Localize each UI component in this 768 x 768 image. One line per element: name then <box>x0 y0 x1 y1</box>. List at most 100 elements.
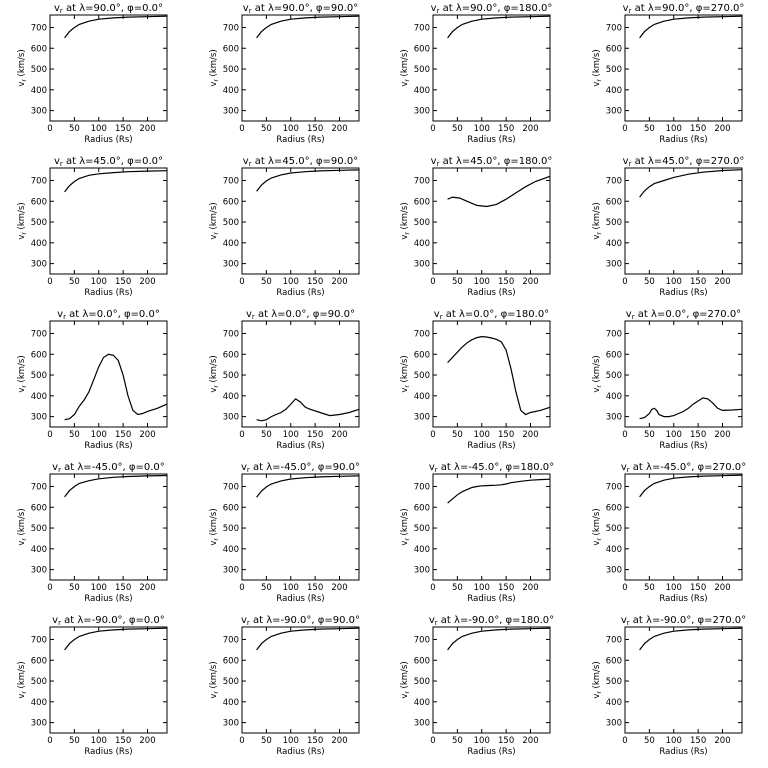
panel: vr at λ=45.0°, φ=0.0° 0 50 100 150 200 300 400 5… <box>17 156 168 298</box>
x-tick-label: 50 <box>452 736 463 746</box>
panel: vr at λ=90.0°, φ=270.0° 0 50 100 150 200 300 40… <box>592 3 744 145</box>
y-axis-label: vr (km/s) <box>400 49 411 86</box>
x-tick-label: 0 <box>239 736 244 746</box>
plot-frame <box>624 473 743 581</box>
x-tick-label: 100 <box>283 430 299 440</box>
y-tick-label: 700 <box>31 329 47 339</box>
x-tick-label: 50 <box>452 277 463 287</box>
x-tick-label: 150 <box>498 736 514 746</box>
x-tick-label: 50 <box>69 430 80 440</box>
x-tick-label: 200 <box>714 583 730 593</box>
panel-title: vr at λ=0.0°, φ=90.0° <box>246 309 355 321</box>
x-tick-label: 0 <box>622 583 627 593</box>
plot-frame <box>624 167 743 275</box>
panel: vr at λ=0.0°, φ=270.0° 0 50 100 150 200 300 400… <box>592 309 743 451</box>
plot-frame <box>49 320 168 428</box>
x-tick-label: 200 <box>522 430 538 440</box>
x-tick-label: 0 <box>622 124 627 134</box>
x-tick-label: 50 <box>644 124 655 134</box>
panel: vr at λ=45.0°, φ=180.0° 0 50 100 150 200 300 40… <box>400 156 552 298</box>
x-axis-label: Radius (Rs) <box>84 441 132 451</box>
x-tick-label: 200 <box>331 277 347 287</box>
y-tick-label: 400 <box>606 239 622 249</box>
panel-title: vr at λ=-90.0°, φ=90.0° <box>241 615 360 627</box>
panel: vr at λ=-90.0°, φ=90.0° 0 50 100 150 200 300 40… <box>209 615 360 757</box>
panel-title: vr at λ=0.0°, φ=270.0° <box>626 309 741 321</box>
x-axis-label: Radius (Rs) <box>276 441 324 451</box>
panel: vr at λ=-90.0°, φ=180.0° 0 50 100 150 200 300 4… <box>400 615 554 757</box>
x-tick-label: 200 <box>331 430 347 440</box>
y-tick-label: 400 <box>223 545 239 555</box>
panel: vr at λ=-90.0°, φ=270.0° 0 50 100 150 200 300 4… <box>592 615 746 757</box>
y-tick-label: 500 <box>414 524 430 534</box>
y-tick-label: 700 <box>414 482 430 492</box>
y-tick-label: 700 <box>223 23 239 33</box>
x-tick-label: 50 <box>261 736 272 746</box>
y-tick-label: 500 <box>606 677 622 687</box>
x-tick-label: 50 <box>69 124 80 134</box>
x-axis-label: Radius (Rs) <box>84 135 132 145</box>
panel-title: vr at λ=-90.0°, φ=180.0° <box>429 615 554 627</box>
x-tick-label: 150 <box>498 583 514 593</box>
y-tick-label: 500 <box>606 524 622 534</box>
plot-frame <box>624 320 743 428</box>
plot-frame <box>432 14 551 122</box>
y-tick-label: 400 <box>31 698 47 708</box>
y-tick-label: 400 <box>31 545 47 555</box>
x-tick-label: 200 <box>139 124 155 134</box>
x-tick-label: 150 <box>690 736 706 746</box>
x-tick-label: 100 <box>91 124 107 134</box>
x-tick-label: 150 <box>307 124 323 134</box>
x-tick-label: 150 <box>690 124 706 134</box>
y-tick-label: 600 <box>31 656 47 666</box>
y-axis-label: vr (km/s) <box>400 202 411 239</box>
x-tick-label: 100 <box>474 124 490 134</box>
y-tick-label: 600 <box>606 197 622 207</box>
x-tick-label: 100 <box>474 430 490 440</box>
plot-frame <box>624 626 743 734</box>
x-tick-label: 0 <box>47 583 52 593</box>
panel: vr at λ=90.0°, φ=0.0° 0 50 100 150 200 300 400 5… <box>17 3 168 145</box>
x-tick-label: 150 <box>498 430 514 440</box>
x-tick-label: 0 <box>47 124 52 134</box>
series-line <box>447 478 551 504</box>
x-tick-label: 150 <box>690 430 706 440</box>
y-tick-label: 600 <box>31 350 47 360</box>
x-tick-label: 50 <box>644 277 655 287</box>
y-tick-label: 700 <box>223 329 239 339</box>
y-tick-label: 400 <box>223 392 239 402</box>
y-tick-label: 300 <box>223 719 239 729</box>
y-tick-label: 300 <box>414 566 430 576</box>
y-tick-label: 700 <box>606 23 622 33</box>
y-tick-label: 700 <box>606 176 622 186</box>
x-tick-label: 50 <box>261 124 272 134</box>
y-tick-label: 600 <box>223 503 239 513</box>
panel: vr at λ=-45.0°, φ=180.0° 0 50 100 150 200 300 4… <box>400 462 554 604</box>
x-tick-label: 0 <box>47 430 52 440</box>
x-axis-label: Radius (Rs) <box>276 747 324 757</box>
y-axis-label: vr (km/s) <box>209 49 220 86</box>
y-tick-label: 400 <box>414 392 430 402</box>
panel-title: vr at λ=-45.0°, φ=270.0° <box>621 462 746 474</box>
x-tick-label: 100 <box>666 430 682 440</box>
y-tick-label: 400 <box>414 698 430 708</box>
x-tick-label: 150 <box>307 277 323 287</box>
x-tick-label: 50 <box>261 430 272 440</box>
x-tick-label: 100 <box>91 430 107 440</box>
series-line <box>639 397 743 420</box>
x-tick-label: 200 <box>331 124 347 134</box>
y-axis-label: vr (km/s) <box>592 49 603 86</box>
plot-frame <box>241 626 360 734</box>
x-axis-label: Radius (Rs) <box>659 441 707 451</box>
panel: vr at λ=90.0°, φ=180.0° 0 50 100 150 200 300 40… <box>400 3 552 145</box>
x-tick-label: 150 <box>307 583 323 593</box>
plot-frame <box>432 320 551 428</box>
x-tick-label: 150 <box>115 736 131 746</box>
plot-frame <box>432 473 551 581</box>
y-tick-label: 700 <box>31 635 47 645</box>
y-axis-label: vr (km/s) <box>400 508 411 545</box>
y-tick-label: 500 <box>223 371 239 381</box>
y-tick-label: 600 <box>223 44 239 54</box>
y-tick-label: 600 <box>31 503 47 513</box>
x-tick-label: 100 <box>283 583 299 593</box>
